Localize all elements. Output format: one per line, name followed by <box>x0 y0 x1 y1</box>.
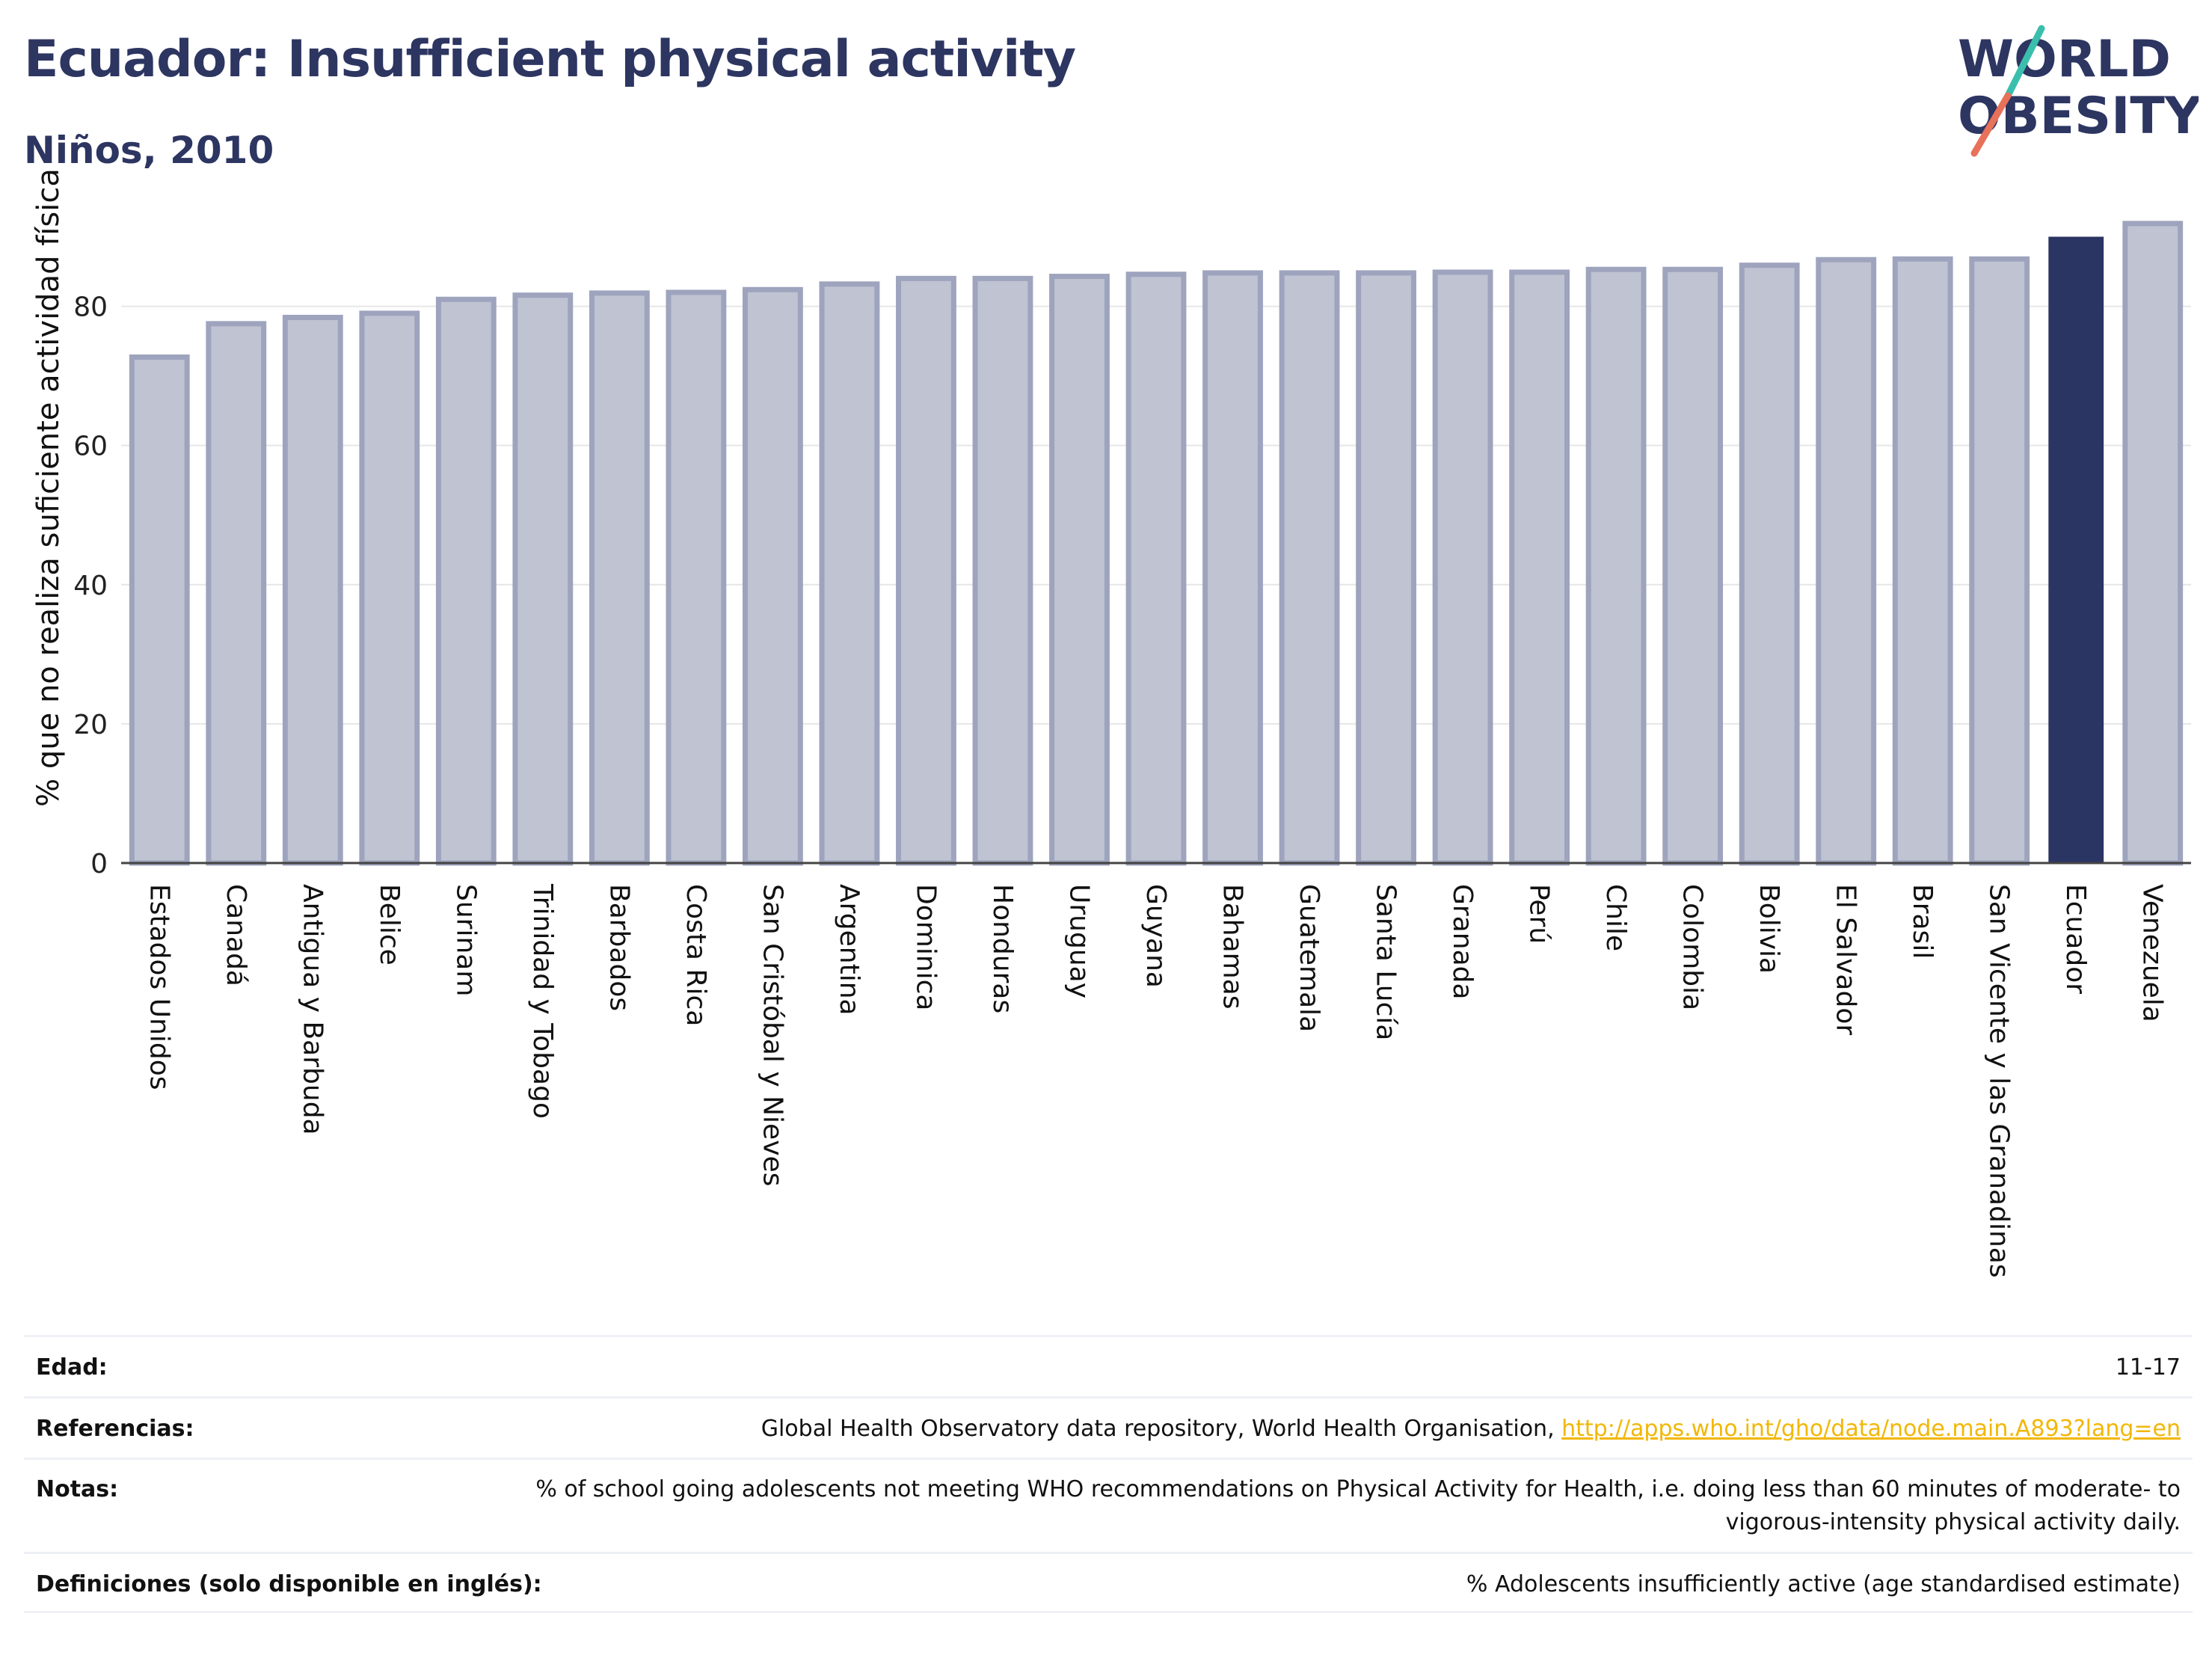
logo-slash-teal <box>2004 25 2045 99</box>
bar <box>1969 256 2030 866</box>
x-tick-label: Uruguay <box>1063 884 1094 998</box>
bar <box>819 281 880 866</box>
bar <box>896 275 956 866</box>
x-tick-label: Colombia <box>1677 884 1708 1010</box>
x-tick-label: Ecuador <box>2060 884 2091 994</box>
bar <box>206 321 267 866</box>
bar <box>129 354 190 866</box>
info-value-referencias: Global Health Observatory data repositor… <box>761 1398 2181 1460</box>
x-tick-label: Trinidad y Tobago <box>527 883 558 1119</box>
info-key-referencias: Referencias: <box>36 1416 194 1442</box>
info-value-definiciones: % Adolescents insufficiently active (age… <box>1466 1571 2181 1597</box>
y-tick-label: 0 <box>90 849 108 879</box>
bar <box>1662 266 1724 866</box>
bar <box>1279 270 1340 866</box>
bar <box>1585 266 1647 866</box>
bar <box>1356 270 1416 866</box>
x-tick-label: San Vicente y las Granadinas <box>1984 884 2015 1278</box>
bar <box>743 286 803 866</box>
info-row-referencias: Referencias: Global Health Observatory d… <box>24 1396 2193 1458</box>
bar <box>1739 262 1800 866</box>
logo-slash-coral <box>1970 92 2012 157</box>
y-tick-label: 40 <box>73 571 108 601</box>
chart-title: Ecuador: Insufficient physical activity <box>24 30 1076 89</box>
x-tick-label: Bolivia <box>1754 884 1784 974</box>
bar <box>1049 274 1110 866</box>
reference-text: Global Health Observatory data repositor… <box>761 1416 1562 1442</box>
info-value-edad: 11-17 <box>2115 1354 2181 1381</box>
bar <box>2122 221 2184 866</box>
bar <box>1432 269 1493 866</box>
y-tick-label: 80 <box>73 292 108 323</box>
x-tick-label: San Cristóbal y Nieves <box>757 884 787 1186</box>
info-key-edad: Edad: <box>36 1354 108 1381</box>
x-tick-label: Estados Unidos <box>144 884 174 1090</box>
x-tick-label: Perú <box>1524 884 1555 944</box>
y-tick-label: 60 <box>73 432 108 462</box>
bar <box>1816 257 1877 866</box>
x-tick-label: Venezuela <box>2137 884 2168 1022</box>
bar <box>666 289 727 866</box>
x-tick-label: Antigua y Barbuda <box>297 884 328 1135</box>
bar <box>589 290 650 866</box>
world-obesity-logo[interactable]: WORLD OBESITY <box>1944 22 2199 157</box>
y-axis-label: % que no realiza suficiente actividad fí… <box>31 168 66 807</box>
chart-subtitle: Niños, 2010 <box>24 129 274 172</box>
info-key-definiciones: Definiciones (solo disponible en inglés)… <box>36 1571 542 1597</box>
x-tick-label: Honduras <box>987 884 1018 1013</box>
x-tick-label: Bahamas <box>1217 884 1248 1010</box>
bar <box>2048 236 2104 863</box>
x-tick-label: El Salvador <box>1831 884 1861 1035</box>
x-tick-label: Granada <box>1447 884 1478 1000</box>
info-table: Edad: 11-17 Referencias: Global Health O… <box>24 1335 2193 1613</box>
info-row-notas: Notas: % of school going adolescents not… <box>24 1458 2193 1552</box>
bar <box>1892 256 1953 866</box>
info-row-definiciones: Definiciones (solo disponible en inglés)… <box>24 1552 2193 1613</box>
x-tick-label: Canadá <box>221 884 251 986</box>
bar-chart: 0 20 40 60 80% que no realiza suficiente act… <box>31 168 2191 1278</box>
bar <box>1125 271 1187 866</box>
x-tick-label: Argentina <box>834 884 864 1016</box>
x-tick-label: Santa Lucía <box>1371 884 1401 1040</box>
x-tick-label: Barbados <box>603 884 634 1011</box>
bar <box>1509 269 1570 866</box>
x-tick-label: Brasil <box>1907 884 1938 959</box>
logo-line-1: WORLD <box>1958 30 2171 89</box>
y-tick-label: 20 <box>73 710 108 740</box>
x-tick-label: Costa Rica <box>681 884 711 1026</box>
x-tick-label: Belice <box>374 884 405 965</box>
bar <box>1202 270 1263 866</box>
bar <box>512 292 574 866</box>
bar <box>359 310 420 866</box>
x-tick-label: Surinam <box>450 884 481 996</box>
bar <box>282 314 343 866</box>
info-key-notas: Notas: <box>36 1476 119 1502</box>
bar <box>435 296 497 866</box>
info-value-notas: % of school going adolescents not meetin… <box>535 1476 2181 1535</box>
bar <box>972 275 1033 866</box>
x-tick-label: Guatemala <box>1294 884 1324 1032</box>
info-row-edad: Edad: 11-17 <box>24 1335 2193 1396</box>
x-tick-label: Dominica <box>910 884 941 1011</box>
x-tick-label: Guyana <box>1140 884 1171 988</box>
x-tick-label: Chile <box>1600 884 1631 951</box>
reference-link[interactable]: http://apps.who.int/gho/data/node.main.A… <box>1561 1416 2181 1442</box>
